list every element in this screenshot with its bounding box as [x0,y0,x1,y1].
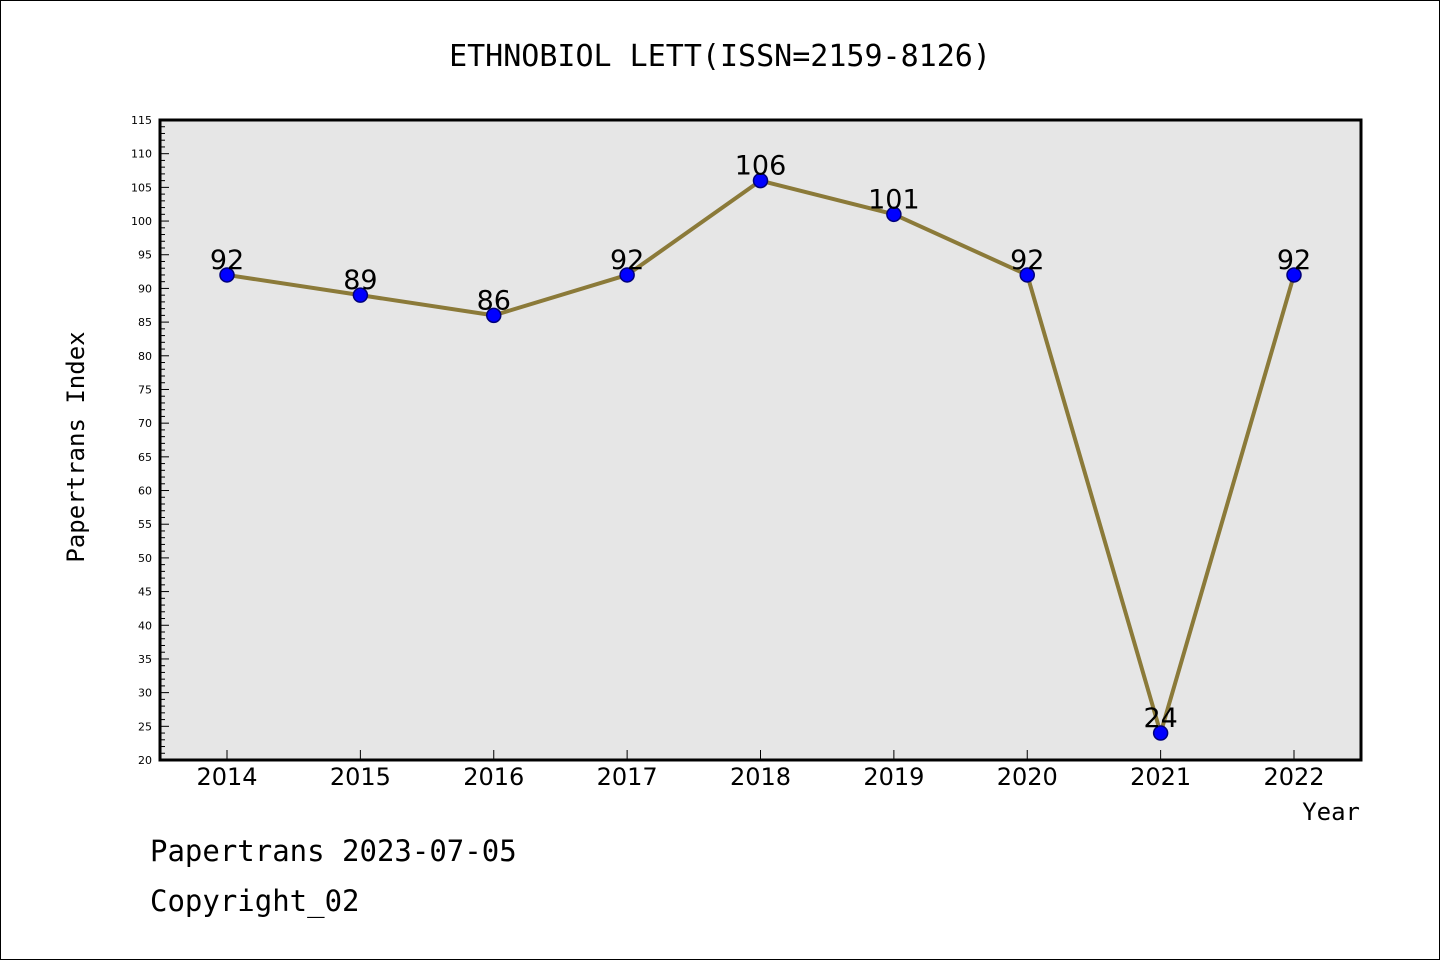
x-axis-title: Year [1302,798,1360,826]
y-tick-label: 105 [131,181,152,194]
y-tick-label: 55 [138,518,152,531]
data-label: 92 [210,245,244,276]
data-point [1286,267,1302,283]
x-tick-label: 2015 [330,763,391,791]
data-point [486,307,502,324]
x-tick-label: 2020 [997,763,1058,791]
y-tick-label: 95 [138,249,152,262]
data-point [886,206,902,223]
data-labels: 92 89 86 92 106 101 92 24 92 [210,151,1311,734]
data-point [352,287,369,303]
data-label: 89 [343,265,377,296]
y-tick-label: 60 [138,485,152,498]
data-point [752,172,769,189]
y-tick-label: 75 [138,383,152,396]
data-label: 92 [610,245,644,276]
data-point [1152,725,1169,741]
data-point [219,267,235,283]
x-tick-label: 2019 [863,763,924,791]
y-tick-label: 90 [138,282,152,295]
y-tick-label: 115 [131,114,152,127]
data-label: 24 [1143,703,1177,734]
x-axis: 2014 2015 2016 2017 2018 2019 2020 2021 2022 [196,750,1325,791]
chart-title: ETHNOBIOL LETT(ISSN=2159-8126) [449,39,991,74]
footer-copyright: Copyright_02 [150,884,360,918]
data-label: 92 [1010,245,1044,276]
x-tick-label: 2022 [1263,763,1324,791]
y-tick-label: 40 [138,619,152,632]
y-tick-label: 70 [138,417,152,430]
y-tick-label: 80 [138,350,152,363]
data-point [1019,267,1035,283]
data-label: 86 [477,285,511,316]
y-tick-label: 35 [138,653,152,666]
plot-border [158,118,1363,762]
x-tick-label: 2018 [730,763,791,791]
y-tick-label: 30 [138,687,152,700]
y-tick-label: 100 [131,215,152,228]
x-tick-label: 2017 [597,763,658,791]
y-tick-label: 85 [138,316,152,329]
x-tick-label: 2021 [1130,763,1191,791]
plot-area [160,120,1361,760]
y-tick-label: 110 [131,148,152,161]
data-label: 92 [1277,245,1311,276]
y-tick-label: 65 [138,451,152,464]
data-point [619,267,635,283]
data-label: 101 [868,184,920,215]
series-markers [219,172,1302,741]
y-tick-label: 25 [138,720,152,733]
x-tick-label: 2014 [196,763,257,791]
data-label: 106 [735,151,787,182]
y-tick-label: 45 [138,586,152,599]
y-tick-label: 50 [138,552,152,565]
x-tick-label: 2016 [463,763,524,791]
y-tick-label: 20 [138,754,152,767]
footer-stamp: Papertrans 2023-07-05 [150,834,517,868]
y-axis-title: Papertrans Index [62,331,90,562]
